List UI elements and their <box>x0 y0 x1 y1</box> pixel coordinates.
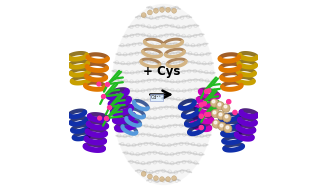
Circle shape <box>218 122 226 130</box>
Circle shape <box>141 13 146 18</box>
Circle shape <box>97 82 101 86</box>
Circle shape <box>207 89 211 93</box>
Circle shape <box>217 112 225 120</box>
Circle shape <box>165 177 170 182</box>
Circle shape <box>172 176 177 181</box>
Circle shape <box>211 109 220 118</box>
Circle shape <box>223 114 231 122</box>
Circle shape <box>160 177 164 182</box>
Circle shape <box>141 171 146 176</box>
Ellipse shape <box>111 4 216 185</box>
Circle shape <box>172 8 177 13</box>
Circle shape <box>233 110 237 115</box>
Circle shape <box>147 10 152 15</box>
Circle shape <box>165 7 170 12</box>
Circle shape <box>210 99 219 107</box>
Circle shape <box>216 102 224 110</box>
Circle shape <box>199 125 203 130</box>
Circle shape <box>153 8 158 13</box>
Circle shape <box>147 174 152 179</box>
Circle shape <box>207 112 211 116</box>
Circle shape <box>160 7 164 12</box>
Circle shape <box>227 100 231 104</box>
Text: + Cys: + Cys <box>143 65 180 78</box>
Circle shape <box>199 103 203 107</box>
Circle shape <box>212 120 221 128</box>
Text: Cd²⁺: Cd²⁺ <box>151 95 162 100</box>
Circle shape <box>98 116 101 120</box>
Circle shape <box>153 176 158 181</box>
Circle shape <box>199 114 203 118</box>
Circle shape <box>222 104 230 112</box>
Circle shape <box>224 124 232 133</box>
